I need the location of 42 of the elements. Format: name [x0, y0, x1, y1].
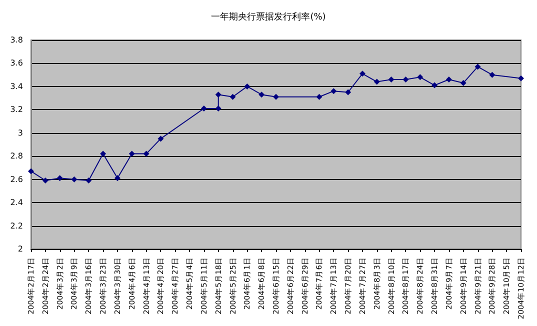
point	[388, 76, 394, 82]
point	[489, 72, 496, 78]
y-tick-label: 2.2	[10, 221, 23, 230]
point	[28, 168, 34, 174]
point	[432, 82, 438, 88]
y-tick-label: 2.6	[10, 174, 23, 184]
point	[200, 106, 207, 112]
point	[345, 89, 352, 96]
point	[244, 83, 250, 90]
y-tick-label: 2	[18, 244, 23, 254]
point	[128, 150, 135, 157]
point	[158, 136, 164, 142]
y-tick-label: 2.4	[10, 198, 23, 208]
chart-title: 一年期央行票据发行利率(%)	[211, 12, 326, 22]
point	[215, 106, 222, 112]
point	[42, 177, 48, 184]
y-tick-label: 3.2	[10, 105, 23, 114]
point	[143, 150, 150, 157]
point	[230, 94, 236, 100]
point	[474, 64, 481, 70]
point	[417, 74, 424, 80]
point	[316, 94, 322, 100]
point	[330, 88, 337, 94]
point	[359, 70, 366, 77]
point	[114, 175, 120, 182]
point	[446, 76, 452, 82]
point	[258, 92, 265, 98]
point	[215, 92, 222, 98]
point	[71, 176, 78, 182]
y-tick-label: 3.6	[10, 58, 23, 68]
point	[100, 150, 106, 157]
y-tick-label: 3	[18, 128, 23, 138]
point	[56, 175, 63, 182]
y-tick-label: 3.4	[10, 82, 23, 91]
y-tick-label: 3.8	[10, 36, 23, 44]
point	[460, 80, 466, 86]
point	[402, 76, 409, 82]
point	[518, 75, 524, 82]
y-tick-label: 2.8	[10, 152, 23, 161]
point	[86, 177, 92, 184]
point	[273, 94, 279, 100]
point	[374, 78, 380, 85]
